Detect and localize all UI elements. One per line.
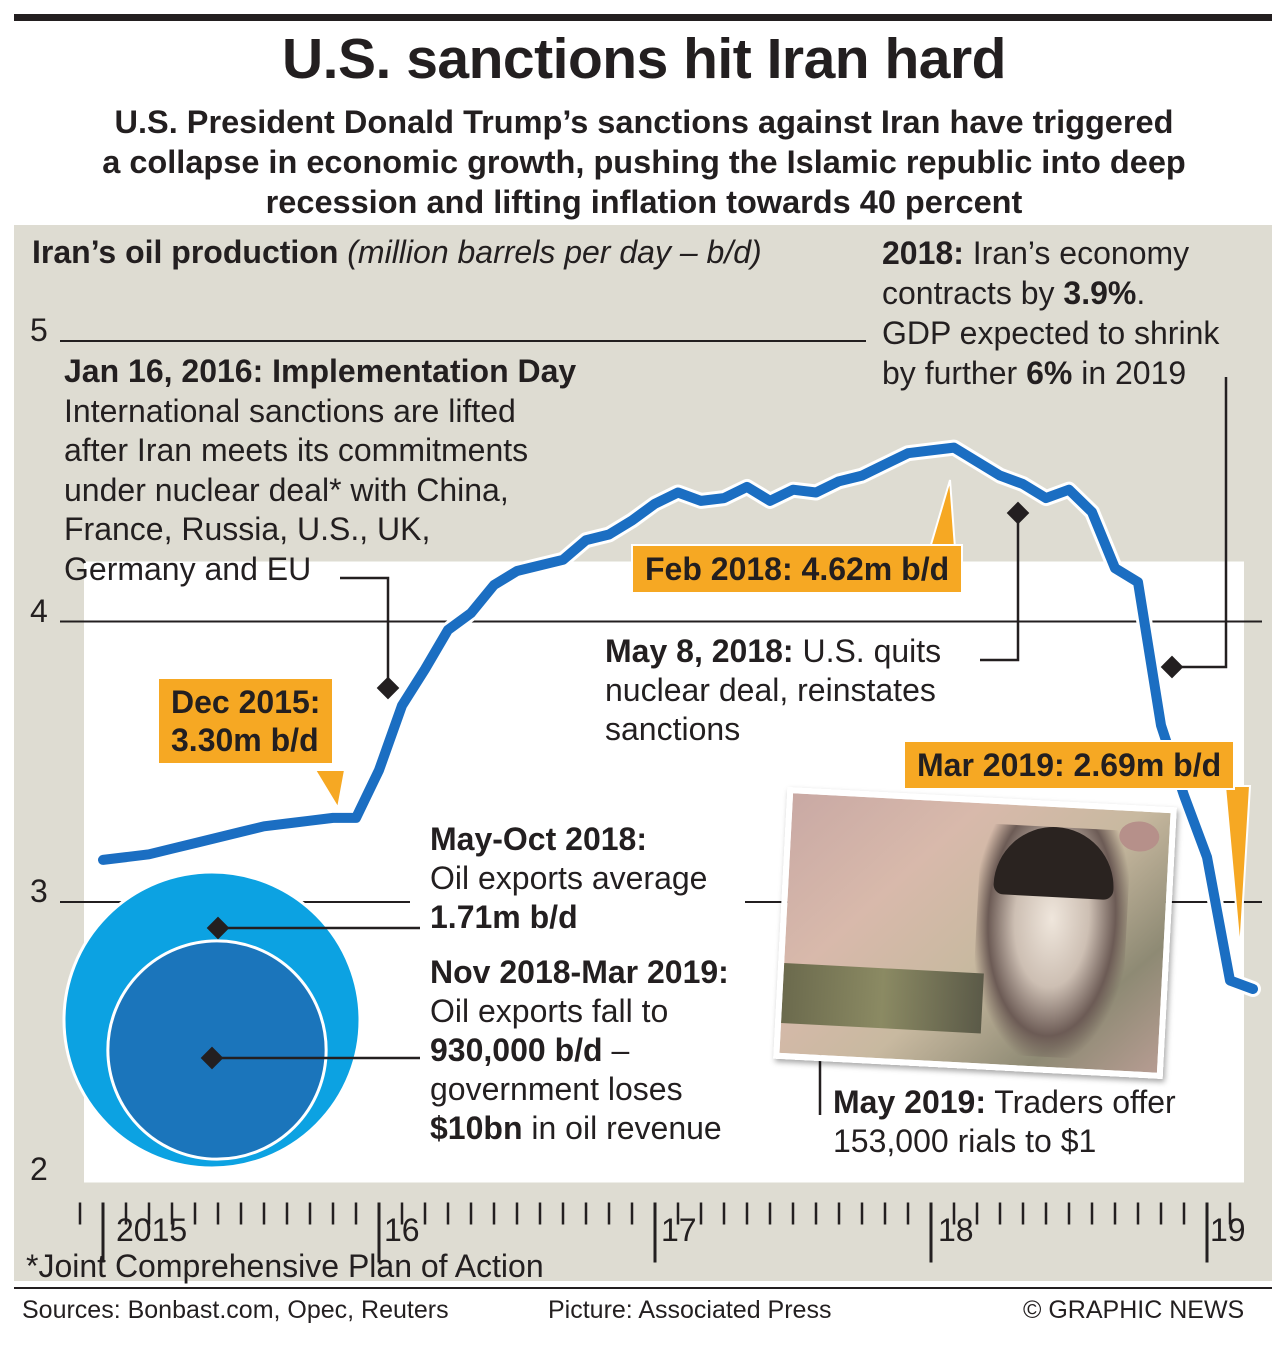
- annotation-us-quits: May 8, 2018: U.S. quits nuclear deal, re…: [605, 632, 941, 749]
- annotation-text: Oil exports fall to: [430, 993, 669, 1029]
- y-tick-label: 4: [30, 593, 48, 629]
- annotation-line: under nuclear deal* with China,: [64, 471, 509, 508]
- series-line: [98, 442, 1258, 994]
- annotation-text: 153,000 rials to $1: [833, 1123, 1097, 1159]
- annotation-text: nuclear deal, reinstates: [605, 672, 936, 708]
- top-rule: [14, 14, 1272, 21]
- annotation-text: government loses: [430, 1071, 683, 1107]
- gdp-year: 2018:: [882, 235, 964, 271]
- gdp-text: contracts by: [882, 275, 1064, 311]
- subtitle-line-1: U.S. President Donald Trump’s sanctions …: [114, 104, 1174, 140]
- x-tick-label: 18: [938, 1212, 974, 1248]
- y-tick-label: 2: [30, 1151, 48, 1187]
- annotation-line: after Iran meets its commitments: [64, 432, 529, 468]
- marker-us-quits: [1006, 501, 1030, 525]
- leader-gdp: [1172, 377, 1228, 669]
- annotation-text: –: [602, 1032, 630, 1068]
- export-bubble: [106, 939, 328, 1161]
- annotation-text: sanctions: [605, 711, 741, 747]
- callout-mar-2019: Mar 2019: 2.69m b/d: [903, 740, 1236, 790]
- annotation-value: 930,000 b/d: [430, 1032, 603, 1068]
- annotation-value: $10bn: [430, 1110, 523, 1146]
- gdp-text: .: [1136, 275, 1146, 311]
- leader-us-quits: [980, 513, 1020, 662]
- annotation-text: in oil revenue: [522, 1110, 722, 1146]
- gdp-contraction: 3.9%: [1063, 275, 1137, 311]
- callout-text: Dec 2015:: [171, 684, 321, 720]
- annotation-value: 1.71m b/d: [430, 899, 578, 935]
- annotation-gdp: 2018: Iran’s economy contracts by 3.9%. …: [882, 233, 1219, 393]
- subtitle-line-3: recession and lifting inflation towards …: [265, 184, 1023, 220]
- banknote-band: [781, 963, 984, 1034]
- banknote-photo: [773, 786, 1177, 1080]
- leader-implementation-day: [340, 576, 390, 688]
- y-tick-label: 3: [30, 873, 48, 909]
- annotation-line: France, Russia, U.S., UK,: [64, 511, 431, 547]
- annotation-exports-2018: May-Oct 2018: Oil exports average 1.71m …: [430, 820, 707, 937]
- gdp-forecast: 6%: [1026, 355, 1073, 391]
- callout-pointer-dec-2015: [313, 769, 347, 811]
- footer-picture-credit: Picture: Associated Press: [548, 1296, 832, 1324]
- callout-dec-2015: Dec 2015: 3.30m b/d: [157, 677, 335, 765]
- chart-unit-label: (million barrels per day – b/d): [347, 234, 762, 270]
- annotation-line: Germany and EU: [64, 550, 312, 587]
- annotation-date: May 2019:: [833, 1084, 986, 1120]
- footer-rule: [14, 1287, 1272, 1289]
- callout-text: 3.30m b/d: [171, 722, 319, 758]
- callout-pointer-feb-2018: [928, 479, 957, 549]
- annotation-heading: May-Oct 2018:: [430, 821, 647, 857]
- annotation-implementation-day: Jan 16, 2016: Implementation Day Interna…: [64, 352, 576, 589]
- callout-feb-2018: Feb 2018: 4.62m b/d: [631, 544, 964, 594]
- footnote: *Joint Comprehensive Plan of Action: [26, 1248, 544, 1284]
- annotation-rial: May 2019: Traders offer 153,000 rials to…: [833, 1083, 1176, 1161]
- annotation-heading: Nov 2018-Mar 2019:: [430, 954, 729, 990]
- subtitle-line-2: a collapse in economic growth, pushing t…: [102, 144, 1186, 180]
- gdp-text: GDP expected to shrink: [882, 315, 1220, 351]
- x-tick-label: 16: [384, 1212, 420, 1248]
- x-tick-label: 2015: [116, 1212, 188, 1248]
- annotation-heading: Jan 16, 2016: Implementation Day: [64, 353, 577, 389]
- annotation-line: International sanctions are lifted: [64, 392, 516, 429]
- marker-gdp: [1160, 655, 1184, 679]
- marker-implementation-day: [376, 676, 400, 700]
- annotation-exports-2019: Nov 2018-Mar 2019: Oil exports fall to 9…: [430, 953, 729, 1148]
- page-title: U.S. sanctions hit Iran hard: [282, 27, 1006, 91]
- annotation-date: May 8, 2018:: [605, 633, 794, 669]
- chart-title-row: Iran’s oil production (million barrels p…: [32, 233, 762, 272]
- gdp-text: in 2019: [1072, 355, 1187, 391]
- chart-title: Iran’s oil production: [32, 234, 339, 270]
- annotation-text: Traders offer: [985, 1084, 1176, 1120]
- x-tick-label: 19: [1210, 1212, 1246, 1248]
- callout-pointer-mar-2019: [1223, 785, 1252, 951]
- annotation-text: Oil exports average: [430, 860, 708, 896]
- footer-credit: © GRAPHIC NEWS: [1023, 1296, 1245, 1324]
- y-tick-label: 5: [30, 312, 48, 348]
- subtitle: U.S. President Donald Trump’s sanctions …: [20, 102, 1268, 222]
- x-tick-label: 17: [661, 1212, 697, 1248]
- gdp-text: Iran’s economy: [963, 235, 1190, 271]
- annotation-text: U.S. quits: [793, 633, 942, 669]
- footer-sources: Sources: Bonbast.com, Opec, Reuters: [22, 1296, 449, 1324]
- gdp-text: by further: [882, 355, 1027, 391]
